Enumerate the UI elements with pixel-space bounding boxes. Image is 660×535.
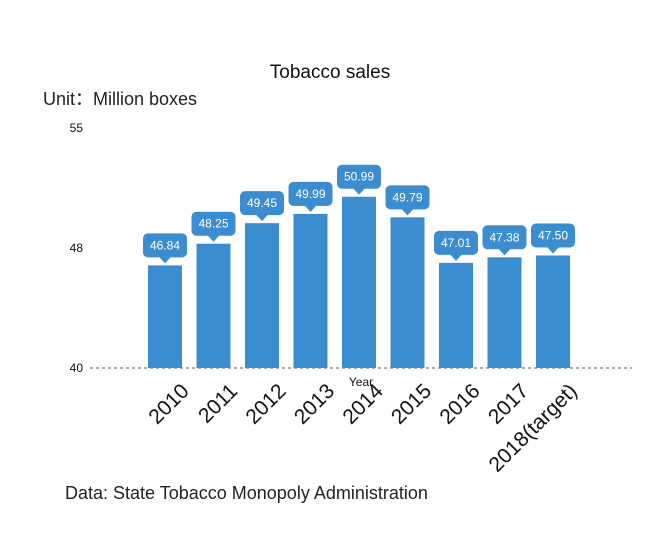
data-label-bg bbox=[240, 191, 284, 216]
data-label-text: 46.84 bbox=[150, 238, 180, 252]
data-label-text: 50.99 bbox=[344, 170, 374, 184]
data-label-bg bbox=[434, 230, 478, 255]
bar-2011[interactable] bbox=[196, 243, 231, 368]
unit-label: Unit：Million boxes bbox=[43, 89, 198, 109]
data-label-text: 48.25 bbox=[198, 217, 228, 231]
y-tick-label: 48 bbox=[70, 241, 84, 255]
data-source: Data: State Tobacco Monopoly Administrat… bbox=[65, 483, 428, 503]
data-label-2016: 47.01 bbox=[434, 230, 478, 261]
data-label-2015: 49.79 bbox=[385, 185, 430, 216]
data-label-bg bbox=[337, 164, 381, 189]
data-label-text: 47.50 bbox=[538, 229, 568, 243]
data-label-pointer bbox=[498, 248, 511, 256]
bar-2012[interactable] bbox=[245, 223, 279, 368]
data-label-2012: 49.45 bbox=[240, 191, 284, 222]
data-label-text: 49.45 bbox=[247, 196, 277, 210]
data-label-2017: 47.38 bbox=[482, 225, 527, 256]
data-label-2014: 50.99 bbox=[337, 164, 381, 195]
data-label-text: 47.01 bbox=[441, 236, 471, 250]
chart-title: Tobacco sales bbox=[269, 62, 391, 83]
x-tick-label-2012: 2012 bbox=[241, 379, 290, 428]
bar-2014[interactable] bbox=[342, 196, 376, 368]
data-labels-group: 46.84 48.25 49.45 49.99 50.99 49.79 47.01 47.38… bbox=[143, 164, 575, 264]
x-tick-label-2011: 2011 bbox=[194, 379, 242, 427]
bar-2018(target)[interactable] bbox=[536, 255, 570, 369]
bar-2015[interactable] bbox=[390, 217, 425, 368]
data-label-text: 49.79 bbox=[392, 190, 422, 204]
bar-2013[interactable] bbox=[293, 213, 328, 368]
data-label-pointer bbox=[547, 247, 559, 254]
y-tick-label: 55 bbox=[70, 121, 84, 135]
data-label-pointer bbox=[256, 214, 268, 222]
data-label-bg bbox=[288, 181, 333, 206]
data-label-2013: 49.99 bbox=[288, 181, 333, 212]
data-label-pointer bbox=[450, 254, 462, 261]
data-label-bg bbox=[482, 225, 527, 250]
data-label-2011: 48.25 bbox=[191, 211, 236, 242]
x-axis-ticks: 2010 2011 2012 2013 2014 2015 2016 20172018(tar… bbox=[144, 379, 581, 476]
bar-2017[interactable] bbox=[487, 257, 522, 368]
data-label-bg bbox=[191, 211, 236, 236]
data-label-pointer bbox=[401, 208, 414, 216]
x-axis-label: Year bbox=[349, 375, 373, 389]
data-label-text: 49.99 bbox=[295, 187, 325, 201]
x-tick-label-2016: 2016 bbox=[435, 379, 484, 428]
data-label-2018(target): 47.50 bbox=[531, 223, 575, 254]
data-label-bg bbox=[143, 233, 187, 258]
y-tick-label: 40 bbox=[70, 361, 84, 375]
data-label-text: 47.38 bbox=[489, 230, 519, 244]
data-label-pointer bbox=[353, 188, 365, 195]
data-label-pointer bbox=[207, 235, 220, 242]
x-tick-label-2010: 2010 bbox=[144, 379, 193, 428]
bars-group bbox=[148, 196, 570, 369]
y-axis-ticks: 40 48 55 bbox=[70, 121, 84, 375]
data-label-pointer bbox=[304, 205, 317, 212]
x-tick-label-2013: 2013 bbox=[290, 379, 339, 428]
data-label-2010: 46.84 bbox=[143, 233, 187, 264]
data-label-bg bbox=[385, 185, 430, 210]
data-label-pointer bbox=[159, 256, 171, 264]
bar-2010[interactable] bbox=[148, 265, 182, 368]
x-tick-label-2015: 2015 bbox=[387, 379, 436, 428]
data-label-bg bbox=[531, 223, 575, 248]
bar-2016[interactable] bbox=[439, 262, 473, 368]
